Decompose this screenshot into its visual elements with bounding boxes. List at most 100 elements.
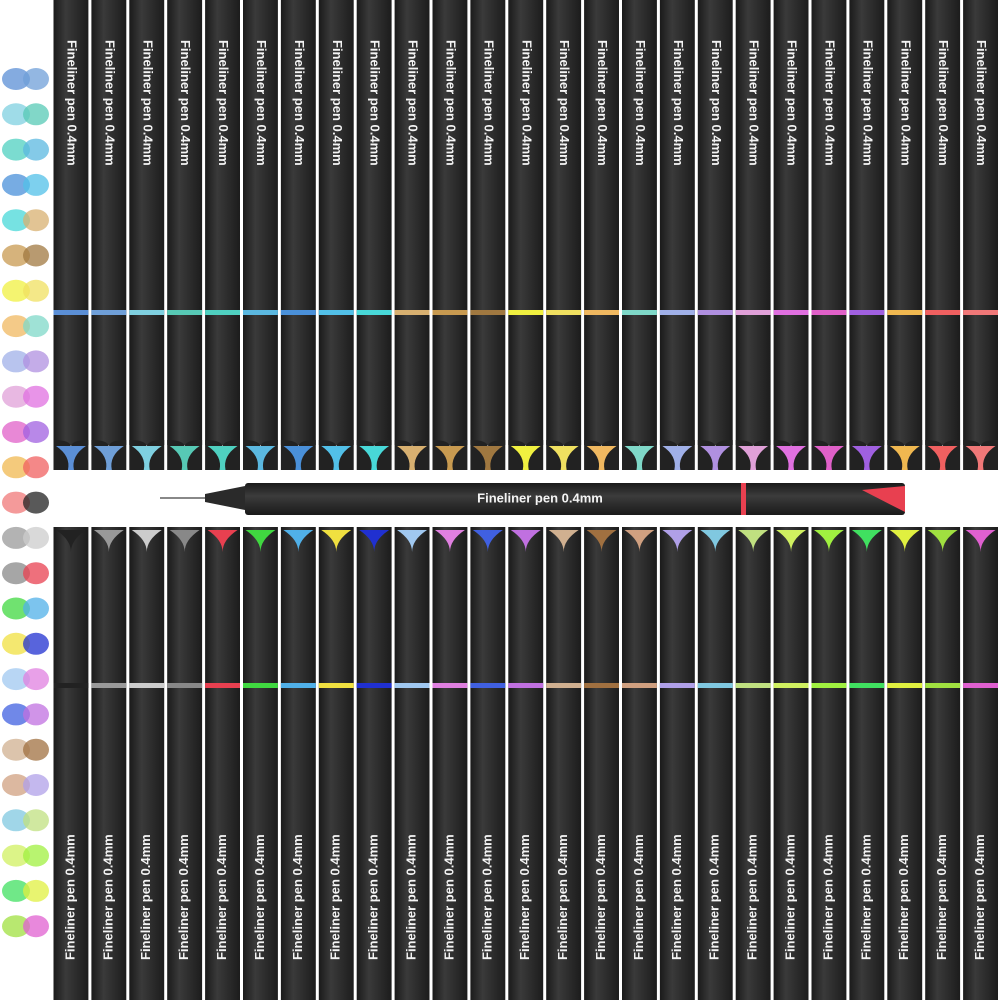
pen-body (773, 0, 809, 445)
pen-body (205, 0, 240, 445)
pen-body (243, 527, 278, 1000)
pen-label: Fineliner pen 0.4mm (214, 834, 229, 960)
pen-ring (91, 683, 127, 688)
pen-label: Fineliner pen 0.4mm (936, 40, 951, 166)
pen-ring (773, 310, 809, 315)
pen-body (167, 0, 203, 445)
pen-cap-color (889, 530, 920, 552)
pen-cap-color (927, 530, 958, 552)
middle-pen: Fineliner pen 0.4mm (160, 483, 905, 515)
swatch (2, 774, 30, 796)
pen-body (697, 527, 733, 1000)
pen-label: Fineliner pen 0.4mm (178, 40, 193, 166)
pen-cap-color (814, 530, 844, 552)
pen-cap-color (586, 530, 617, 552)
pen-body (508, 0, 544, 445)
pen-label: Fineliner pen 0.4mm (593, 834, 608, 960)
pen-label: Fineliner pen 0.4mm (292, 40, 307, 166)
pen-body (849, 0, 885, 445)
pen-label: Fineliner pen 0.4mm (557, 40, 572, 166)
pen-cap-color (93, 446, 124, 470)
pen-cap-color (927, 446, 958, 470)
pen-body (659, 527, 695, 1000)
swatch (2, 421, 30, 443)
pen-label: Fineliner pen 0.4mm (366, 834, 381, 960)
swatch (23, 421, 49, 443)
top-pen-row: Fineliner pen 0.4mm Fineliner pen 0.4mm Fi… (53, 0, 998, 470)
pen-ring (205, 683, 240, 688)
pen-ring (356, 310, 392, 315)
pen-cap-color (56, 446, 86, 470)
pen-cap-color (738, 530, 769, 552)
pen-body (735, 0, 771, 445)
pen-body (167, 527, 203, 1000)
pen-label: Fineliner pen 0.4mm (820, 834, 835, 960)
color-swatches (2, 68, 49, 938)
pen-ring (205, 310, 240, 315)
swatch (2, 526, 30, 549)
pen-body (91, 0, 127, 445)
pen-cap-color (965, 530, 996, 552)
pen-cap-color (321, 446, 352, 470)
pen-ring (849, 310, 885, 315)
pen-cap-color (245, 446, 276, 470)
pen-body (245, 483, 905, 515)
pen-label: Fineliner pen 0.4mm (138, 834, 153, 960)
pen-cap-color (56, 530, 86, 552)
pen-label: Fineliner pen 0.4mm (974, 40, 989, 166)
swatch (2, 315, 30, 338)
pen-ring (887, 683, 923, 688)
pen-body (963, 527, 998, 1000)
swatch (23, 915, 49, 938)
pen-body (773, 527, 809, 1000)
pen-ring (697, 683, 733, 688)
pen-label: Fineliner pen 0.4mm (481, 40, 496, 166)
pen-label: Fineliner pen 0.4mm (62, 834, 77, 960)
swatch (2, 597, 30, 620)
pen-ring (508, 683, 544, 688)
pen-label: Fineliner pen 0.4mm (896, 834, 911, 960)
pen-label: Fineliner pen 0.4mm (631, 834, 646, 960)
swatch (23, 456, 49, 479)
swatch (23, 279, 49, 302)
pen-cap-color (245, 530, 276, 552)
swatch (23, 385, 49, 408)
swatch (23, 809, 49, 832)
pen-cap-color (131, 446, 162, 470)
swatch (23, 315, 49, 338)
pen-label: Fineliner pen 0.4mm (216, 40, 231, 166)
pen-body (622, 527, 657, 1000)
pen-body (659, 0, 695, 445)
pen-cap-color (851, 530, 882, 552)
pen-cap-color (397, 446, 427, 470)
pen-ring (470, 310, 506, 315)
pen-cap-color (624, 446, 655, 470)
pen-body (394, 0, 430, 445)
pen-cap-color (359, 530, 390, 552)
pen-label: Fineliner pen 0.4mm (972, 834, 987, 960)
pen-body (849, 527, 885, 1000)
pen-label: Fineliner pen 0.4mm (709, 40, 724, 166)
pen-label: Fineliner pen 0.4mm (479, 834, 494, 960)
pen-label: Fineliner pen 0.4mm (330, 40, 345, 166)
swatch (23, 68, 49, 90)
pen-cap-color (851, 446, 882, 470)
pen-label: Fineliner pen 0.4mm (102, 40, 117, 166)
pen-cap-color (397, 530, 427, 552)
swatch (23, 138, 49, 161)
pen-body (508, 527, 544, 1000)
pen-cap-color (700, 446, 731, 470)
pen-ring (887, 310, 923, 315)
pen-body (584, 527, 619, 1000)
pen-body (356, 0, 392, 445)
pen-body (356, 527, 392, 1000)
pen-body (432, 0, 468, 445)
pen-ring (167, 683, 203, 688)
pen-cap-color (662, 446, 693, 470)
pen-ring (167, 310, 203, 315)
swatch (2, 68, 30, 90)
pen-cap-color (776, 530, 806, 552)
pen-label: Fineliner pen 0.4mm (934, 834, 949, 960)
pen-ring (925, 310, 961, 315)
